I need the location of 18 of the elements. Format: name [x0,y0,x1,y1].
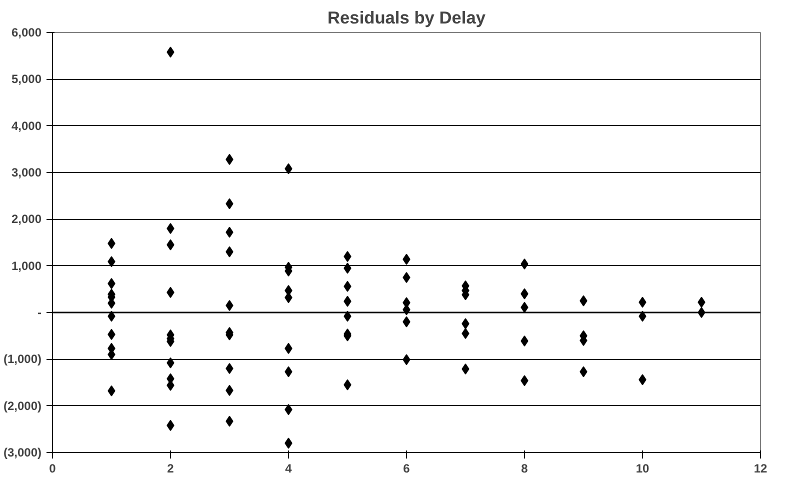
y-tick-label: - [38,306,42,320]
x-tick-label: 0 [49,462,56,476]
y-tick-label: 3,000 [11,166,42,180]
x-tick-label: 2 [167,462,174,476]
y-tick-label: 5,000 [11,72,42,86]
y-tick-label: 1,000 [11,258,42,273]
x-tick-label: 8 [521,462,528,476]
y-tick-label: 4,000 [11,118,42,133]
x-tick-label: 12 [754,462,768,476]
y-tick-label: (2,000) [3,398,42,413]
x-tick-label: 10 [636,462,650,476]
y-tick-label: (1,000) [3,352,42,366]
x-tick-label: 6 [403,462,410,476]
y-tick-label: 2,000 [11,212,42,226]
y-tick-label: (3,000) [3,446,42,460]
chart-title: Residuals by Delay [328,8,486,28]
y-tick-label: 6,000 [11,26,42,40]
x-tick-label: 4 [285,462,292,476]
